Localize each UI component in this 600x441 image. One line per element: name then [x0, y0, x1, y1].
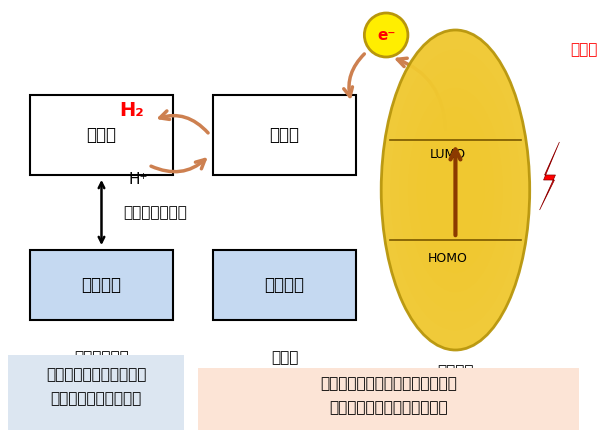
- Text: 対応した可視光を吸収可能！: 対応した可視光を吸収可能！: [329, 400, 448, 415]
- Text: e⁻: e⁻: [377, 29, 395, 44]
- Text: 酸化物光触媒: 酸化物光触媒: [74, 351, 129, 366]
- Text: LUMO: LUMO: [430, 149, 466, 161]
- Ellipse shape: [434, 145, 476, 235]
- Text: 価電子帯: 価電子帯: [82, 276, 121, 294]
- Bar: [198, 368, 579, 430]
- Ellipse shape: [381, 30, 530, 350]
- Bar: [30, 95, 173, 175]
- Text: H⁺: H⁺: [129, 172, 148, 187]
- Text: 伝導帯: 伝導帯: [86, 126, 116, 144]
- Text: 伝導帯: 伝導帯: [269, 126, 299, 144]
- Text: バンドギャップ: バンドギャップ: [123, 205, 187, 220]
- Ellipse shape: [426, 126, 485, 254]
- Ellipse shape: [417, 107, 494, 273]
- Ellipse shape: [443, 164, 467, 216]
- Ellipse shape: [381, 30, 530, 350]
- Text: バンドギャップが大きく: バンドギャップが大きく: [46, 367, 146, 382]
- Bar: [213, 95, 356, 175]
- Text: H₂: H₂: [119, 101, 144, 120]
- Bar: [213, 250, 356, 320]
- Polygon shape: [539, 142, 559, 210]
- Text: 色素増感型光触媒: 色素増感型光触媒: [302, 374, 376, 389]
- Text: 価電子帯: 価電子帯: [265, 276, 305, 294]
- Bar: [8, 355, 184, 430]
- Circle shape: [364, 13, 408, 57]
- Bar: [30, 250, 173, 320]
- Text: 色素分子: 色素分子: [437, 365, 473, 380]
- Text: HOMO: HOMO: [428, 251, 467, 265]
- Text: 可視光を吸収できない: 可視光を吸収できない: [50, 392, 142, 407]
- Text: 酸化物: 酸化物: [271, 351, 298, 366]
- Ellipse shape: [408, 88, 503, 292]
- Text: 可視光: 可視光: [571, 42, 598, 57]
- Ellipse shape: [390, 49, 521, 331]
- Text: 色素分子のエネルギーギャップに: 色素分子のエネルギーギャップに: [320, 377, 457, 392]
- Ellipse shape: [399, 68, 512, 312]
